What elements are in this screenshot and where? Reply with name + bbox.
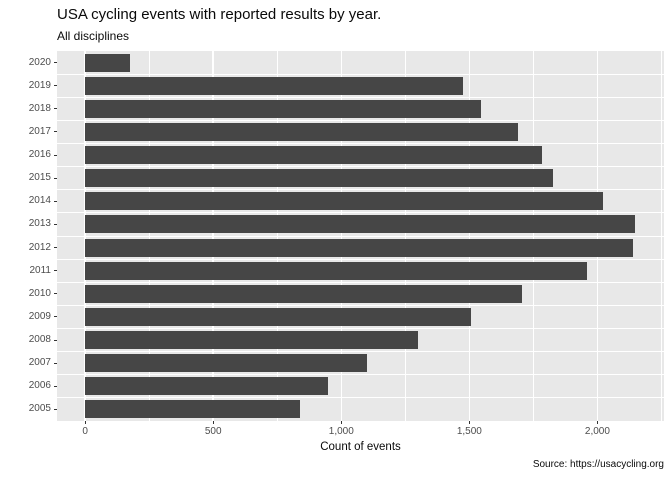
x-tick-label: 2,000	[584, 426, 610, 437]
y-tick-mark	[54, 108, 57, 110]
bar-2013	[85, 215, 635, 234]
y-tick-mark	[54, 293, 57, 295]
bar-2006	[85, 377, 329, 396]
gridline-y	[57, 258, 664, 260]
x-tick-mark	[596, 421, 598, 424]
y-tick-mark	[54, 408, 57, 410]
y-tick-mark	[54, 247, 57, 249]
x-tick-label: 1,000	[328, 426, 354, 437]
y-tick-mark	[54, 316, 57, 318]
y-tick-label: 2006	[28, 380, 51, 392]
gridline-y	[57, 189, 664, 191]
bar-2017	[85, 122, 518, 141]
y-tick-label: 2005	[28, 403, 51, 415]
y-tick-mark	[54, 177, 57, 179]
gridline-y	[57, 166, 664, 168]
y-tick-mark	[54, 339, 57, 341]
gridline-y	[57, 304, 664, 306]
x-tick-mark	[340, 421, 342, 424]
bar-2011	[85, 261, 588, 280]
chart-subtitle: All disciplines	[57, 29, 130, 43]
y-tick-label: 2013	[28, 218, 51, 230]
y-tick-label: 2007	[28, 357, 51, 369]
x-tick-mark	[84, 421, 86, 424]
y-tick-mark	[54, 85, 57, 87]
source-caption: Source: https://usacycling.org	[532, 459, 664, 470]
y-tick-label: 2019	[28, 79, 51, 91]
bar-2007	[85, 354, 367, 373]
x-tick-label: 0	[82, 426, 88, 437]
gridline-y	[57, 235, 664, 237]
gridline-y	[57, 73, 664, 75]
gridline-y	[57, 351, 664, 353]
gridline-y	[57, 328, 664, 329]
y-tick-label: 2018	[28, 102, 51, 114]
gridline-y	[57, 397, 664, 399]
bar-2014	[85, 192, 603, 211]
x-tick-label: 1,500	[456, 426, 482, 437]
y-tick-mark	[54, 362, 57, 364]
gridline-y	[57, 143, 664, 144]
gridline-y	[57, 96, 664, 98]
gridline-y	[57, 119, 664, 121]
bar-2019	[85, 76, 463, 95]
bar-2008	[85, 331, 419, 350]
y-tick-label: 2016	[28, 149, 51, 161]
y-tick-label: 2017	[28, 125, 51, 137]
gridline-y	[57, 281, 664, 283]
y-tick-label: 2009	[28, 310, 51, 322]
bar-2020	[85, 53, 130, 72]
y-tick-mark	[54, 385, 57, 387]
y-tick-label: 2010	[28, 287, 51, 299]
y-tick-mark	[54, 200, 57, 202]
bar-2018	[85, 99, 481, 118]
x-tick-mark	[468, 421, 470, 424]
y-tick-label: 2012	[28, 241, 51, 253]
chart-title: USA cycling events with reported results…	[57, 6, 382, 23]
x-tick-mark	[212, 421, 214, 424]
bar-2010	[85, 284, 522, 303]
y-tick-mark	[54, 131, 57, 133]
y-tick-label: 2008	[28, 334, 51, 346]
plot-panel	[57, 51, 664, 421]
y-tick-label: 2014	[28, 195, 51, 207]
bar-2012	[85, 238, 634, 257]
y-tick-mark	[54, 62, 57, 64]
y-tick-label: 2020	[28, 56, 51, 68]
y-tick-mark	[54, 223, 57, 225]
bar-2016	[85, 146, 543, 165]
x-tick-label: 500	[204, 426, 222, 437]
bar-2005	[85, 400, 301, 419]
gridline-y	[57, 374, 664, 376]
y-tick-mark	[54, 270, 57, 272]
gridline-y	[57, 212, 664, 214]
y-tick-mark	[54, 154, 57, 156]
y-tick-label: 2015	[28, 172, 51, 184]
bar-2015	[85, 169, 553, 188]
x-axis-title: Count of events	[320, 441, 401, 453]
y-tick-label: 2011	[29, 264, 51, 276]
bar-2009	[85, 307, 471, 326]
